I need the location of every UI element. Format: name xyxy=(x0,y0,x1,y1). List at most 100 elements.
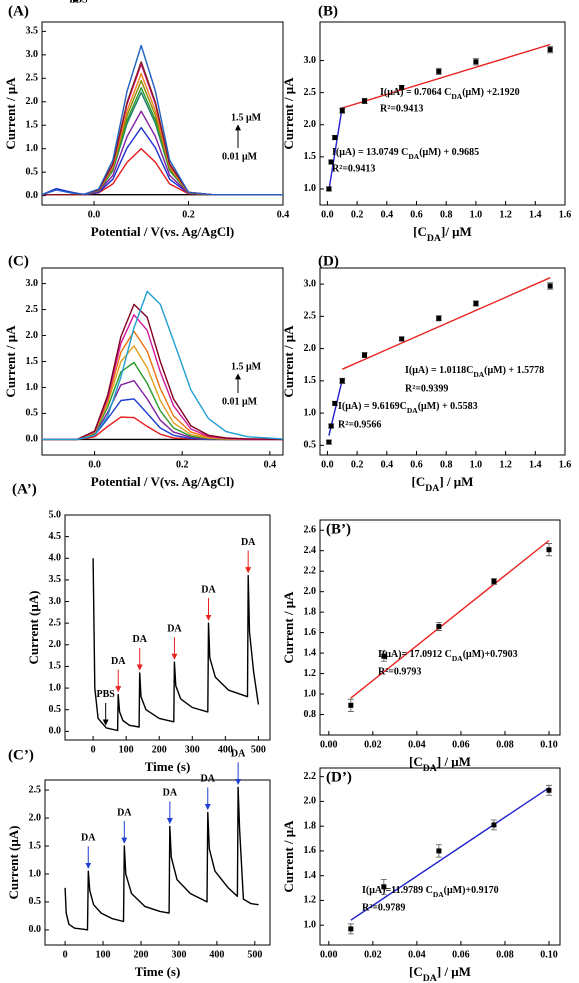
plot-frame xyxy=(319,519,561,736)
data-point xyxy=(436,68,442,74)
data-point xyxy=(381,653,387,659)
x-axis-title: [CDA] / μM xyxy=(409,964,471,983)
panel-label: (D) xyxy=(318,253,339,269)
fit-equation-part: (μM)+0.9170 xyxy=(444,885,499,896)
y-tick-label: 1.4 xyxy=(304,870,317,881)
fit-equation-part: (μM)+0.7903 xyxy=(463,649,518,660)
annotation: 0.01 μM xyxy=(222,151,258,162)
fit-equation-part: DA xyxy=(433,890,444,899)
fit-equation-part: (μM) +2.1920 xyxy=(462,87,519,98)
x-tick-label: 0.10 xyxy=(540,739,558,750)
y-axis-title: Current / μA xyxy=(281,325,296,398)
x-tick-label: 0.8 xyxy=(440,459,453,470)
x-axis-title: Time (s) xyxy=(145,759,191,774)
fit-line xyxy=(350,539,550,699)
y-tick-label: 2.5 xyxy=(304,87,317,98)
y-tick-label: 0.5 xyxy=(26,166,39,177)
y-tick-label: 1.5 xyxy=(26,356,39,367)
fit-equation: I(μA) = 1.0118CDA(μM) + 1.5778 xyxy=(405,365,544,379)
panel-label: (B’) xyxy=(326,521,351,537)
x-tick-label: 0.4 xyxy=(381,209,394,220)
x-tick-label: 0.10 xyxy=(540,949,558,960)
panel-label: (C) xyxy=(8,253,29,269)
line-series xyxy=(42,63,283,196)
y-tick-label: 0.0 xyxy=(26,190,39,201)
y-tick-label: 1.5 xyxy=(304,151,317,162)
data-point xyxy=(328,423,334,429)
y-tick-label: 2.0 xyxy=(304,343,317,354)
x-tick-label: 1.2 xyxy=(499,209,512,220)
x-tick-label: 0.2 xyxy=(176,459,189,470)
fit-equation-part: I(μA) = 13.0749 C xyxy=(332,147,408,158)
plot-frame xyxy=(319,767,561,946)
x-axis-title-part: DA xyxy=(425,483,439,494)
x-axis-title: [CDA]/ μM xyxy=(413,224,472,244)
x-axis-title: Potential / V(vs. Ag/AgCl) xyxy=(91,224,234,239)
x-tick-label: 0.08 xyxy=(496,949,514,960)
data-point xyxy=(332,400,338,406)
line-series xyxy=(92,558,260,732)
annotation: DA xyxy=(241,537,256,548)
x-tick-label: 0.0 xyxy=(321,209,334,220)
y-tick-label: 0.5 xyxy=(304,440,317,451)
fit-equation-part: I(μA) = 9.6169C xyxy=(338,401,407,412)
x-tick-label: 200 xyxy=(152,744,167,755)
y-tick-label: 1.6 xyxy=(304,845,317,856)
fit-equation: I(μA) = 13.0749 CDA(μM) + 0.9685 xyxy=(332,147,479,161)
data-point xyxy=(546,787,552,793)
y-tick-label: 1.0 xyxy=(304,183,317,194)
data-point xyxy=(328,159,334,165)
annotation: DA xyxy=(132,634,147,645)
x-tick-label: 0.04 xyxy=(408,739,426,750)
data-point xyxy=(547,283,553,289)
data-point xyxy=(339,378,345,384)
x-tick-label: 1.0 xyxy=(470,459,483,470)
annotation: DA xyxy=(231,749,246,760)
x-axis-title-part: [C xyxy=(409,754,423,769)
fit-line xyxy=(328,106,343,191)
annotation: DA xyxy=(167,623,182,634)
x-tick-label: 0.2 xyxy=(351,209,364,220)
data-point xyxy=(399,336,405,342)
y-tick-label: 1.8 xyxy=(304,820,317,831)
annotation: DA xyxy=(201,774,216,785)
y-tick-label: 0.8 xyxy=(304,709,317,720)
y-tick-label: 0.0 xyxy=(49,726,62,737)
y-tick-label: 1.0 xyxy=(29,868,42,879)
annotation: 1.5 μM xyxy=(231,361,262,372)
panel-label: (A) xyxy=(8,3,29,19)
y-tick-label: 2.5 xyxy=(49,617,62,628)
y-tick-label: 3.0 xyxy=(49,596,62,607)
annotation: DA xyxy=(117,807,132,818)
fit-equation-part: I(μA)= 17.0912 C xyxy=(378,649,452,660)
line-series xyxy=(42,380,283,441)
data-point xyxy=(362,98,368,104)
x-tick-label: 0.0 xyxy=(321,459,334,470)
y-tick-label: 2.0 xyxy=(26,330,39,341)
x-tick-label: 0.00 xyxy=(320,739,338,750)
fit-equation-part: I(μA) = 1.0118C xyxy=(405,365,473,376)
y-tick-label: 3.0 xyxy=(26,278,39,289)
x-tick-label: 0 xyxy=(91,744,96,755)
y-tick-label: 0.5 xyxy=(29,896,42,907)
x-axis-title-part: [C xyxy=(413,224,427,239)
line-series xyxy=(41,44,283,196)
y-tick-label: 1.5 xyxy=(26,120,39,131)
data-point xyxy=(473,300,479,306)
x-tick-label: 1.0 xyxy=(470,209,483,220)
y-tick-label: 2.0 xyxy=(304,119,317,130)
data-point xyxy=(491,822,497,828)
fit-equation: I(μA) = 0.7064 CDA(μM) +2.1920 xyxy=(380,87,520,101)
line-series xyxy=(42,314,283,441)
x-tick-label: 1.6 xyxy=(559,459,572,470)
x-axis-title-part: ] / μM xyxy=(437,964,471,979)
y-tick-label: 2.4 xyxy=(304,545,317,556)
data-point xyxy=(348,702,354,708)
y-tick-label: 1.6 xyxy=(304,627,317,638)
fit-equation: R²=0.9789 xyxy=(362,902,405,913)
data-point xyxy=(436,315,442,321)
y-axis-title: Current (μA) xyxy=(26,591,41,665)
x-tick-label: 0.8 xyxy=(440,209,453,220)
annotation: DA xyxy=(111,656,126,667)
x-axis-title: Time (s) xyxy=(135,964,181,979)
